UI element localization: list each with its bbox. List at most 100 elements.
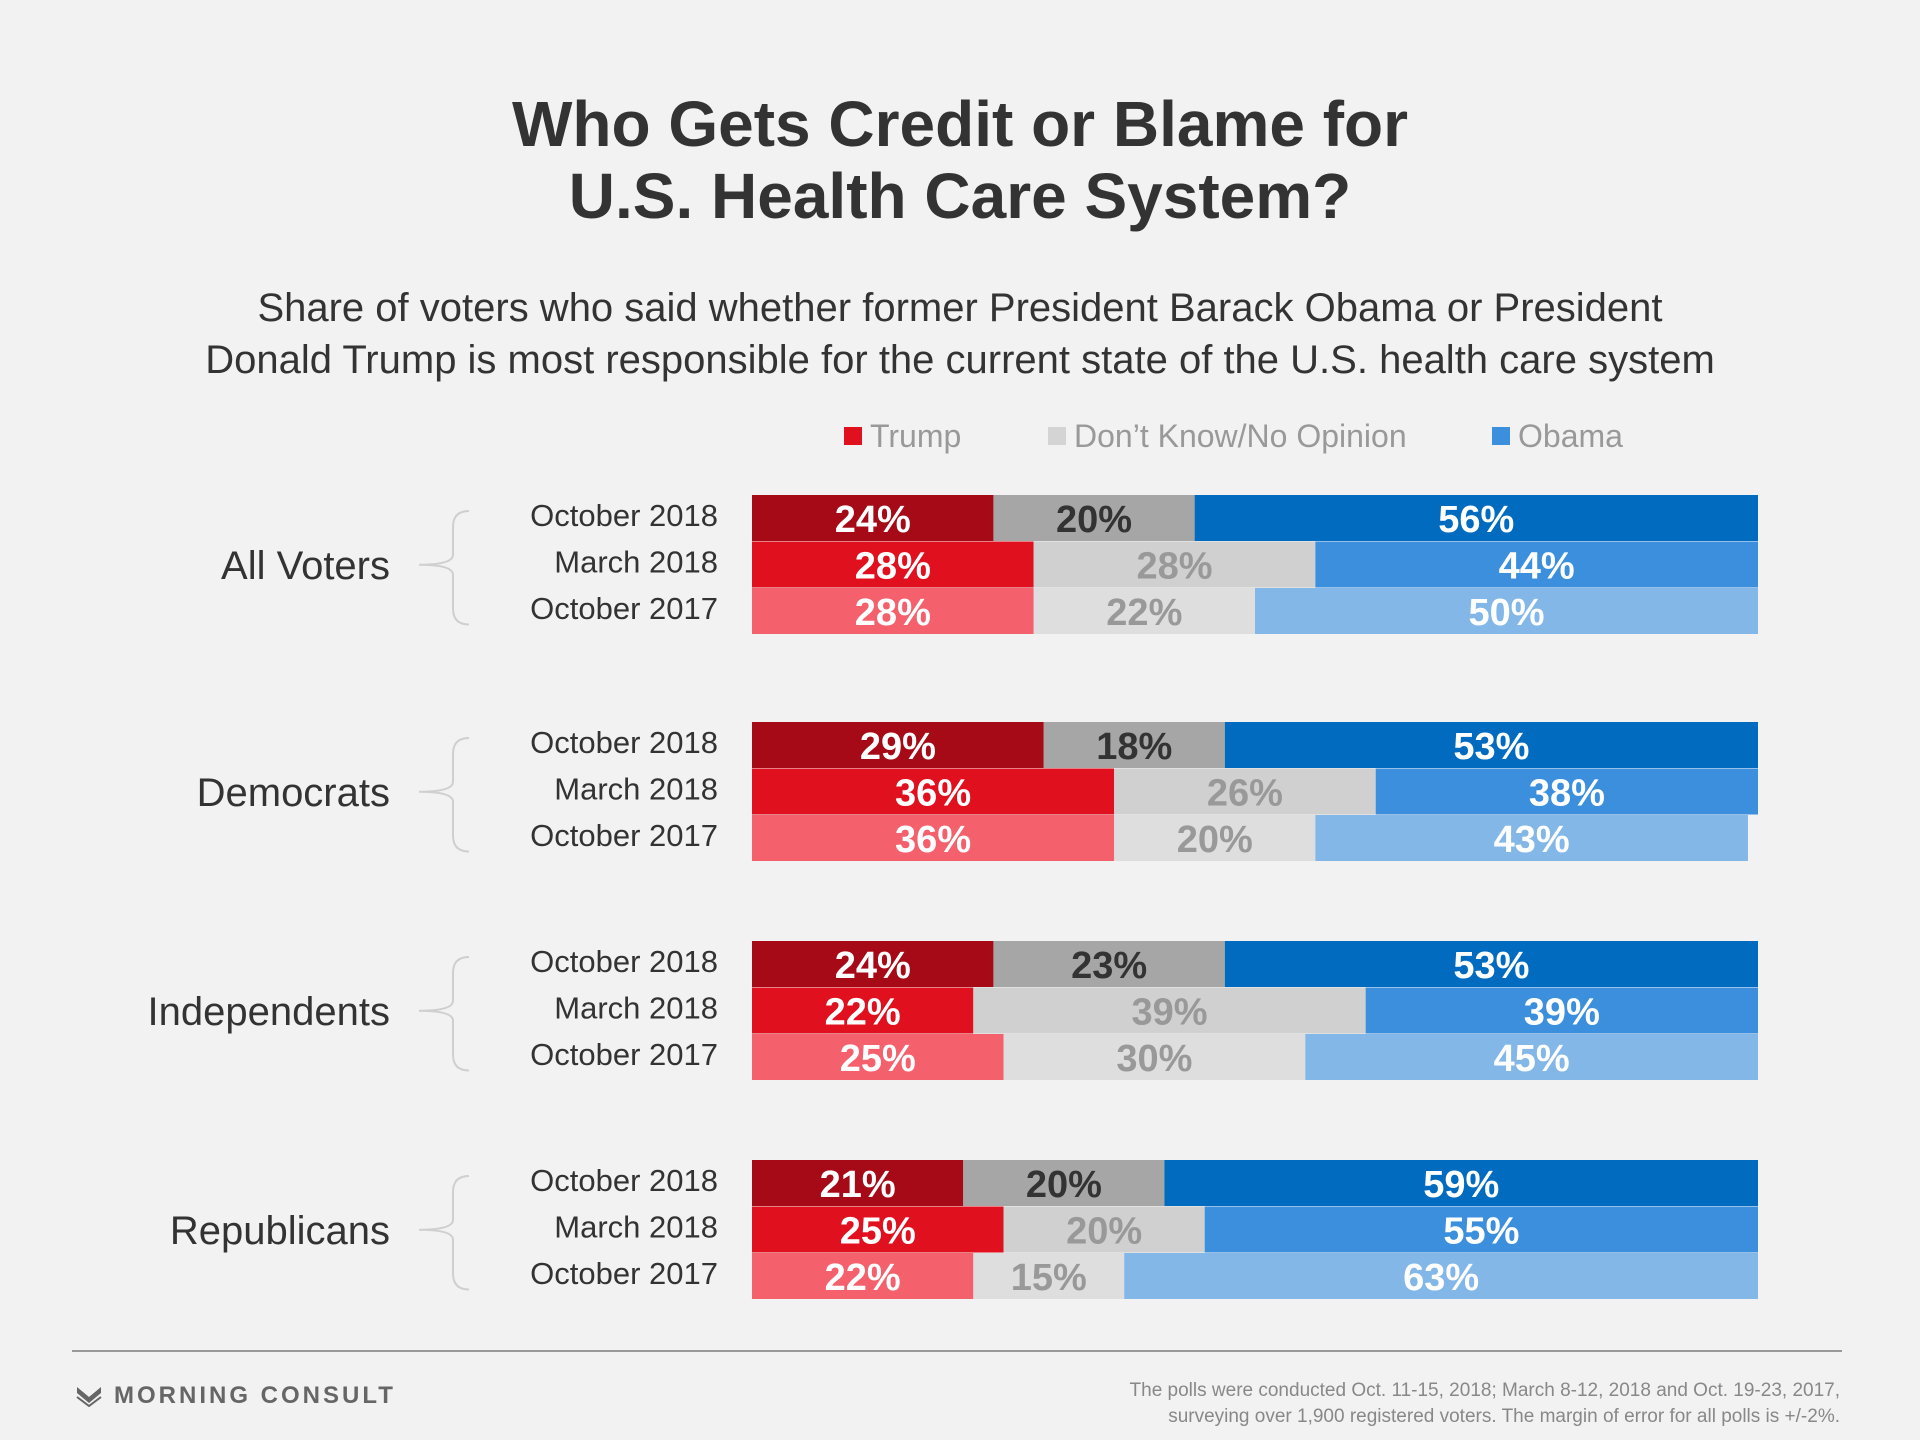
subtitle-line-1: Share of voters who said whether former … — [257, 286, 1663, 330]
bar-segment-trump — [752, 495, 994, 541]
bar-segment-trump — [752, 722, 1044, 768]
group-label: All Voters — [221, 544, 390, 588]
row-label: October 2017 — [530, 1037, 718, 1072]
row-label: October 2017 — [530, 591, 718, 626]
data-label: 29% — [860, 726, 936, 768]
bar-segment-trump — [752, 541, 1034, 588]
bar-segment-don-t-know-no-opinion — [993, 495, 1195, 541]
bar-row: March 2018 28% 28% 44% — [554, 541, 1758, 588]
data-label: 53% — [1453, 726, 1529, 768]
bar-segment-don-t-know-no-opinion — [993, 941, 1225, 987]
data-label: 24% — [835, 499, 911, 541]
row-label: March 2018 — [554, 991, 718, 1026]
data-label: 23% — [1071, 945, 1147, 987]
bar-segment-obama — [1204, 1206, 1758, 1253]
footnote-line-1: The polls were conducted Oct. 11-15, 201… — [1129, 1380, 1840, 1401]
bar-segment-don-t-know-no-opinion — [1003, 1206, 1205, 1253]
data-label: 63% — [1403, 1257, 1479, 1299]
data-label: 39% — [1524, 992, 1600, 1034]
data-label: 38% — [1529, 773, 1605, 815]
legend-swatch-obama — [1492, 427, 1510, 445]
data-label: 24% — [835, 945, 911, 987]
row-label: October 2018 — [530, 498, 718, 533]
bar-segment-obama — [1224, 722, 1758, 768]
group-all-voters: All Voters October 2018 24% 20% 56% March 201… — [221, 495, 1758, 634]
data-label: 18% — [1096, 726, 1172, 768]
bar-segment-don-t-know-no-opinion — [1033, 588, 1255, 634]
morning-consult-logo: MORNING CONSULT — [76, 1378, 396, 1414]
row-label: October 2018 — [530, 944, 718, 979]
title-line-1: Who Gets Credit or Blame for — [511, 88, 1409, 160]
data-label: 22% — [1106, 592, 1182, 634]
bar-segment-don-t-know-no-opinion — [1114, 768, 1376, 815]
bar-row: October 2018 29% 18% 53% — [530, 722, 1758, 768]
legend-label-obama: Obama — [1518, 417, 1623, 454]
group-label: Independents — [148, 990, 390, 1034]
bar-segment-obama — [1194, 495, 1758, 541]
footer-divider — [72, 1350, 1842, 1352]
bar-segment-don-t-know-no-opinion — [973, 1253, 1125, 1299]
legend-swatch-trump — [844, 427, 862, 445]
data-label: 55% — [1443, 1211, 1519, 1253]
row-label: October 2017 — [530, 818, 718, 853]
bar-segment-don-t-know-no-opinion — [963, 1160, 1165, 1206]
group-label: Republicans — [170, 1209, 390, 1253]
row-label: March 2018 — [554, 1210, 718, 1245]
footnote-line-2: surveying over 1,900 registered voters. … — [1168, 1406, 1840, 1427]
chart-title: Who Gets Credit or Blame for U.S. Health… — [0, 88, 1920, 232]
data-label: 21% — [820, 1164, 896, 1206]
row-label: October 2018 — [530, 1163, 718, 1198]
bar-segment-trump — [752, 1206, 1004, 1253]
bar-row: October 2017 22% 15% 63% — [530, 1253, 1758, 1299]
bar-row: March 2018 22% 39% 39% — [554, 987, 1758, 1034]
bar-segment-trump — [752, 1160, 964, 1206]
bar-segment-trump — [752, 588, 1034, 634]
legend-item-no-opinion: Don’t Know/No Opinion — [1048, 416, 1407, 456]
legend: Trump Don’t Know/No Opinion Obama — [0, 416, 1920, 456]
title-line-2: U.S. Health Care System? — [568, 160, 1352, 232]
data-label: 26% — [1207, 773, 1283, 815]
legend-label-no-opinion: Don’t Know/No Opinion — [1074, 417, 1407, 454]
data-label: 22% — [825, 1257, 901, 1299]
group-bracket — [418, 510, 470, 626]
bar-row: October 2018 24% 23% 53% — [530, 941, 1758, 987]
data-label: 20% — [1177, 819, 1253, 861]
bar-segment-don-t-know-no-opinion — [1114, 815, 1316, 861]
data-label: 28% — [855, 592, 931, 634]
row-label: March 2018 — [554, 545, 718, 580]
data-label: 56% — [1438, 499, 1514, 541]
data-label: 53% — [1453, 945, 1529, 987]
bar-segment-trump — [752, 1253, 974, 1299]
bar-row: October 2017 25% 30% 45% — [530, 1034, 1758, 1080]
bar-segment-don-t-know-no-opinion — [1003, 1034, 1306, 1080]
group-bracket — [418, 1175, 470, 1291]
bar-row: October 2017 36% 20% 43% — [530, 815, 1748, 861]
bar-row: October 2018 21% 20% 59% — [530, 1160, 1758, 1206]
bar-segment-obama — [1124, 1253, 1758, 1299]
bar-segment-obama — [1164, 1160, 1758, 1206]
data-label: 36% — [895, 773, 971, 815]
data-label: 39% — [1131, 992, 1207, 1034]
bar-segment-trump — [752, 815, 1115, 861]
group-label: Democrats — [197, 771, 390, 815]
bar-segment-obama — [1305, 1034, 1758, 1080]
legend-item-obama: Obama — [1492, 416, 1623, 456]
row-label: October 2017 — [530, 1256, 718, 1291]
bar-segment-obama — [1315, 815, 1748, 861]
morning-consult-logo-icon — [76, 1387, 102, 1407]
subtitle-line-2: Donald Trump is most responsible for the… — [205, 338, 1715, 382]
bar-row: March 2018 36% 26% 38% — [554, 768, 1758, 815]
legend-label-trump: Trump — [870, 417, 962, 454]
data-label: 28% — [1136, 546, 1212, 588]
group-bracket — [418, 737, 470, 853]
data-label: 25% — [840, 1038, 916, 1080]
data-label: 20% — [1066, 1211, 1142, 1253]
bar-segment-obama — [1375, 768, 1758, 815]
data-label: 22% — [825, 992, 901, 1034]
data-label: 20% — [1056, 499, 1132, 541]
data-label: 15% — [1011, 1257, 1087, 1299]
bar-row: October 2018 24% 20% 56% — [530, 495, 1758, 541]
